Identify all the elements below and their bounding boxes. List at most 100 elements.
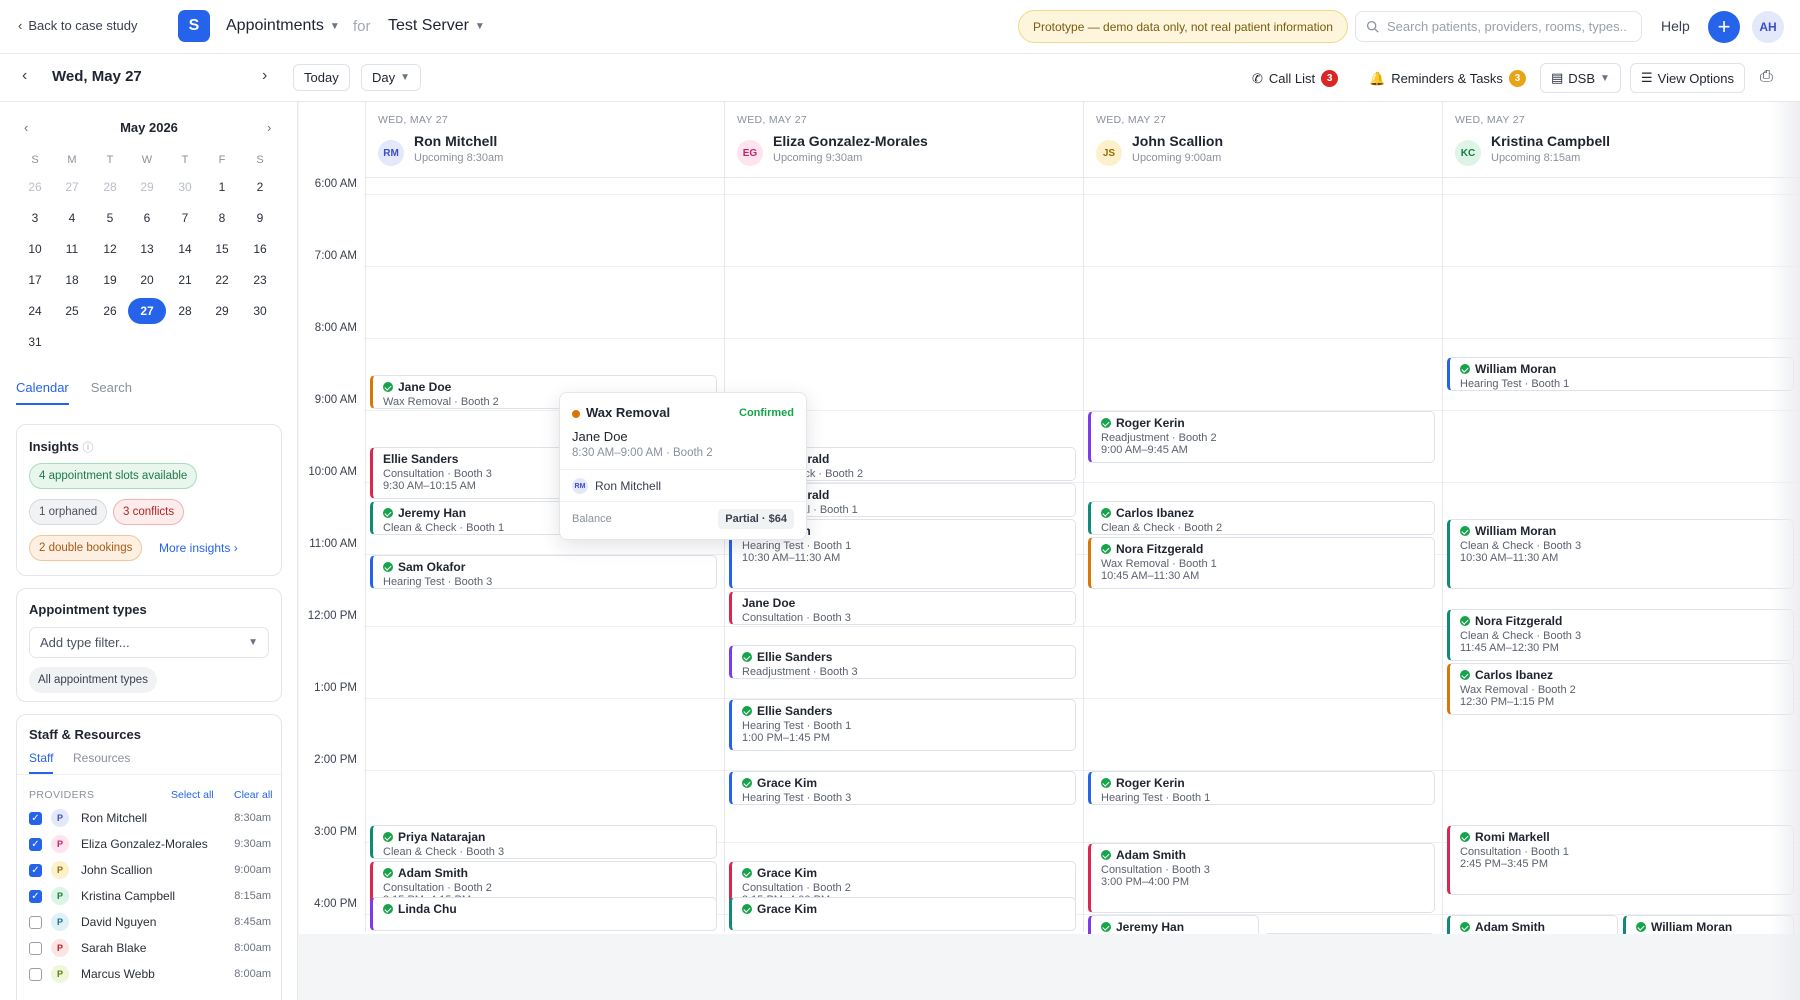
calendar-day[interactable]: 27 [128, 298, 166, 324]
user-avatar[interactable]: AH [1752, 11, 1784, 43]
appointment-card[interactable]: Carlos Ibanez Wax Removal · Booth 2 12:30 … [1447, 663, 1794, 715]
calendar-day[interactable]: 24 [28, 304, 42, 318]
tab-calendar[interactable]: Calendar [16, 380, 69, 405]
app-title-dropdown[interactable]: Appointments ▼ [226, 17, 340, 34]
all-types-chip[interactable]: All appointment types [29, 667, 157, 693]
calendar-day[interactable]: 22 [215, 273, 229, 287]
provider-checkbox[interactable]: ✓ [29, 863, 42, 877]
appointment-card[interactable]: Sam Okafor Hearing Test · Booth 3 [370, 555, 717, 589]
location-dropdown[interactable]: ▤ DSB ▼ [1540, 63, 1621, 93]
calendar-day[interactable]: 27 [65, 180, 79, 194]
calendar-day[interactable]: 19 [103, 273, 117, 287]
provider-checkbox[interactable] [29, 967, 42, 981]
insight-double-bookings[interactable]: 2 double bookings [29, 535, 143, 561]
type-filter-select[interactable]: Add type filter... ▼ [29, 627, 269, 658]
appointment-card[interactable]: Grace Kim Hearing Test · Booth 3 [729, 771, 1076, 805]
tab-staff[interactable]: Staff [29, 751, 54, 774]
view-options-button[interactable]: ☰ View Options [1630, 63, 1746, 93]
provider-row[interactable]: ✓ P Kristina Campbell 8:15am [29, 885, 271, 907]
appointment-card[interactable]: Nora Fitzgerald Clean & Check · Booth 3 11… [1447, 609, 1794, 661]
calendar-day[interactable]: 16 [253, 242, 267, 256]
clear-all-link[interactable]: Clear all [234, 789, 273, 801]
appointment-card[interactable]: Nora Fitzgerald Wax Removal · Booth 1 10:4… [1088, 537, 1435, 589]
provider-row[interactable]: P Sarah Blake 8:00am [29, 937, 271, 959]
calendar-day[interactable]: 30 [253, 304, 267, 318]
print-button[interactable]: ⎙ [1760, 68, 1773, 86]
calendar-day[interactable]: 31 [28, 335, 42, 349]
next-month-button[interactable]: › [267, 120, 272, 135]
provider-checkbox[interactable]: ✓ [29, 837, 42, 851]
calendar-day[interactable]: 14 [178, 242, 192, 256]
appointment-card[interactable]: Adam Smith Consultation · Booth 3 3:00 PM–… [1088, 843, 1435, 913]
calendar-day[interactable]: 29 [140, 180, 154, 194]
calendar-day[interactable]: 18 [65, 273, 79, 287]
appointment-card[interactable]: Ellie Sanders Hearing Test · Booth 1 1:00 … [729, 699, 1076, 751]
prev-month-button[interactable]: ‹ [24, 120, 29, 135]
search-box[interactable] [1355, 11, 1642, 42]
calendar-day[interactable]: 5 [106, 211, 114, 225]
appointment-card[interactable]: Priya Natarajan Clean & Check · Booth 3 [370, 825, 717, 859]
appointment-popover[interactable]: Wax Removal Confirmed Jane Doe 8:30 AM–9… [559, 392, 808, 540]
calendar-day[interactable]: 7 [181, 211, 189, 225]
appointment-card[interactable]: Roger Kerin Hearing Test · Booth 1 [1088, 771, 1435, 805]
calendar-day[interactable]: 23 [253, 273, 267, 287]
calendar-day[interactable]: 2 [256, 180, 264, 194]
calendar-day[interactable]: 25 [65, 304, 79, 318]
today-button[interactable]: Today [293, 64, 350, 91]
calendar-day[interactable]: 13 [140, 242, 154, 256]
provider-column-header[interactable]: WED, MAY 27 JS John Scallion Upcoming 9:00a… [1084, 102, 1442, 178]
appointment-card[interactable]: Grace Kim [729, 897, 1076, 931]
calendar-day[interactable]: 12 [103, 242, 117, 256]
help-link[interactable]: Help [1661, 18, 1690, 34]
provider-row[interactable]: ✓ P Eliza Gonzalez-Morales 9:30am [29, 833, 271, 855]
select-all-link[interactable]: Select all [171, 789, 214, 801]
provider-row[interactable]: P Marcus Webb 8:00am [29, 963, 271, 985]
provider-row[interactable]: P David Nguyen 8:45am [29, 911, 271, 933]
provider-column-header[interactable]: WED, MAY 27 RM Ron Mitchell Upcoming 8:30am [366, 102, 724, 178]
appointment-card[interactable]: Linda Chu [370, 897, 717, 931]
calendar-day[interactable]: 30 [178, 180, 192, 194]
tab-resources[interactable]: Resources [73, 751, 131, 765]
calendar-day[interactable]: 29 [215, 304, 229, 318]
search-input[interactable] [1387, 19, 1627, 34]
provider-row[interactable]: ✓ P John Scallion 9:00am [29, 859, 271, 881]
next-day-button[interactable]: › [262, 67, 267, 85]
more-insights-link[interactable]: More insights › [159, 541, 238, 555]
tab-search[interactable]: Search [90, 380, 132, 395]
appointment-card[interactable]: William Moran Hearing Test · Booth 1 [1447, 357, 1794, 391]
calendar-day[interactable]: 26 [28, 180, 42, 194]
calendar-day[interactable]: 28 [178, 304, 192, 318]
appointment-card[interactable]: Jane Doe Consultation · Booth 3 [729, 591, 1076, 625]
appointment-card[interactable]: Roger Kerin Readjustment · Booth 2 9:00 AM… [1088, 411, 1435, 463]
calendar-day[interactable]: 26 [103, 304, 117, 318]
popover-patient[interactable]: Jane Doe [572, 429, 628, 444]
insight-conflicts[interactable]: 3 conflicts [113, 499, 185, 525]
back-link[interactable]: ‹ Back to case study [18, 18, 138, 33]
insight-available-slots[interactable]: 4 appointment slots available [29, 463, 198, 489]
reminders-button[interactable]: 🔔 Reminders & Tasks 3 [1369, 70, 1526, 87]
calendar-day[interactable]: 4 [68, 211, 76, 225]
calendar-day[interactable]: 9 [256, 211, 264, 225]
calendar-day[interactable]: 20 [140, 273, 154, 287]
appointment-card[interactable]: Romi Markell Consultation · Booth 1 2:45 P… [1447, 825, 1794, 895]
calendar-day[interactable]: 28 [103, 180, 117, 194]
calendar-day[interactable]: 8 [218, 211, 226, 225]
calendar-day[interactable]: 1 [218, 180, 226, 194]
calendar-day[interactable]: 6 [143, 211, 151, 225]
appointment-card[interactable]: Carlos Ibanez Clean & Check · Booth 2 [1088, 501, 1435, 535]
call-list-button[interactable]: ✆ Call List 3 [1252, 70, 1339, 87]
provider-column-header[interactable]: WED, MAY 27 EG Eliza Gonzalez-Morales Upcom… [725, 102, 1083, 178]
appointment-card[interactable]: Ellie Sanders Readjustment · Booth 3 [729, 645, 1076, 679]
server-dropdown[interactable]: Test Server ▼ [388, 17, 485, 34]
appointment-card[interactable]: William Moran Clean & Check · Booth 3 10:3… [1447, 519, 1794, 589]
calendar-day[interactable]: 11 [65, 242, 79, 256]
calendar-day[interactable]: 21 [178, 273, 192, 287]
calendar-day[interactable]: 10 [28, 242, 42, 256]
provider-checkbox[interactable] [29, 915, 42, 929]
app-logo[interactable]: S [178, 10, 210, 42]
insight-orphaned[interactable]: 1 orphaned [29, 499, 108, 525]
provider-row[interactable]: ✓ P Ron Mitchell 8:30am [29, 807, 271, 829]
provider-checkbox[interactable] [29, 941, 42, 955]
calendar-day[interactable]: 17 [28, 273, 42, 287]
prev-day-button[interactable]: ‹ [22, 67, 27, 85]
